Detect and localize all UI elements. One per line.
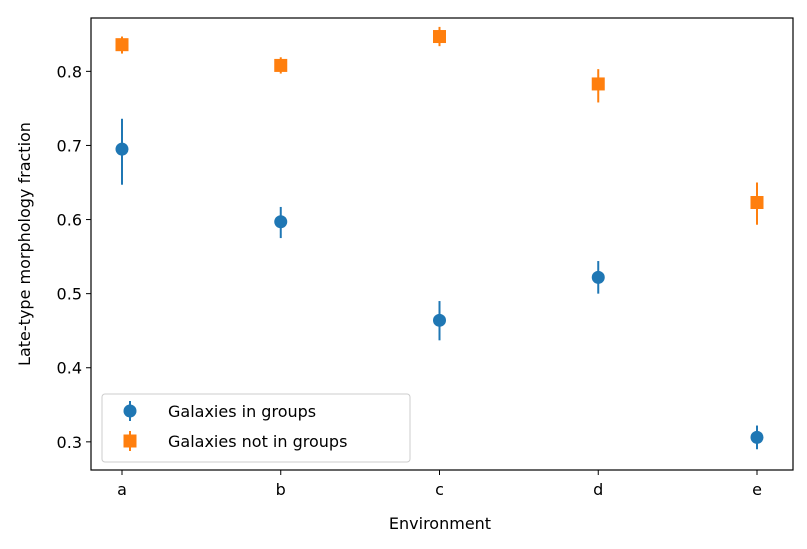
legend-markers (123, 401, 137, 451)
x-tick-label: b (276, 480, 286, 499)
y-tick-label: 0.6 (57, 211, 82, 230)
legend-marker-circle (123, 404, 137, 418)
x-tick-label: a (117, 480, 127, 499)
legend-label-not-in-groups: Galaxies not in groups (168, 432, 347, 451)
legend-marker-square (123, 434, 137, 448)
data-point-square (433, 30, 446, 44)
x-axis-title: Environment (389, 514, 491, 533)
y-tick-label: 0.4 (57, 359, 82, 378)
plot-frame (90, 17, 794, 471)
legend: Galaxies in groups Galaxies not in group… (101, 393, 411, 463)
y-axis-title: Late-type morphology fraction (15, 122, 34, 366)
x-tick-label: e (752, 480, 762, 499)
legend-box (101, 393, 411, 463)
y-tick-label: 0.5 (57, 285, 82, 304)
x-tick-label: d (593, 480, 603, 499)
data-point-square (591, 77, 605, 91)
data-point-square (115, 38, 129, 52)
data-point-circle (115, 142, 129, 156)
legend-label-in-groups: Galaxies in groups (168, 402, 316, 421)
data-point-circle (750, 430, 764, 444)
data-point-circle (433, 313, 446, 327)
data-marks (115, 26, 764, 450)
x-tick-label: c (435, 480, 444, 499)
y-tick-label: 0.8 (57, 62, 82, 81)
data-point-circle (591, 270, 605, 284)
y-tick-label: 0.3 (57, 433, 82, 452)
x-axis: a b c d e (117, 470, 762, 499)
data-point-square (274, 58, 288, 72)
y-tick-label: 0.7 (57, 136, 82, 155)
data-point-square (750, 196, 764, 210)
data-point-circle (274, 215, 288, 229)
y-axis: 0.3 0.4 0.5 0.6 0.7 0.8 (57, 62, 91, 452)
